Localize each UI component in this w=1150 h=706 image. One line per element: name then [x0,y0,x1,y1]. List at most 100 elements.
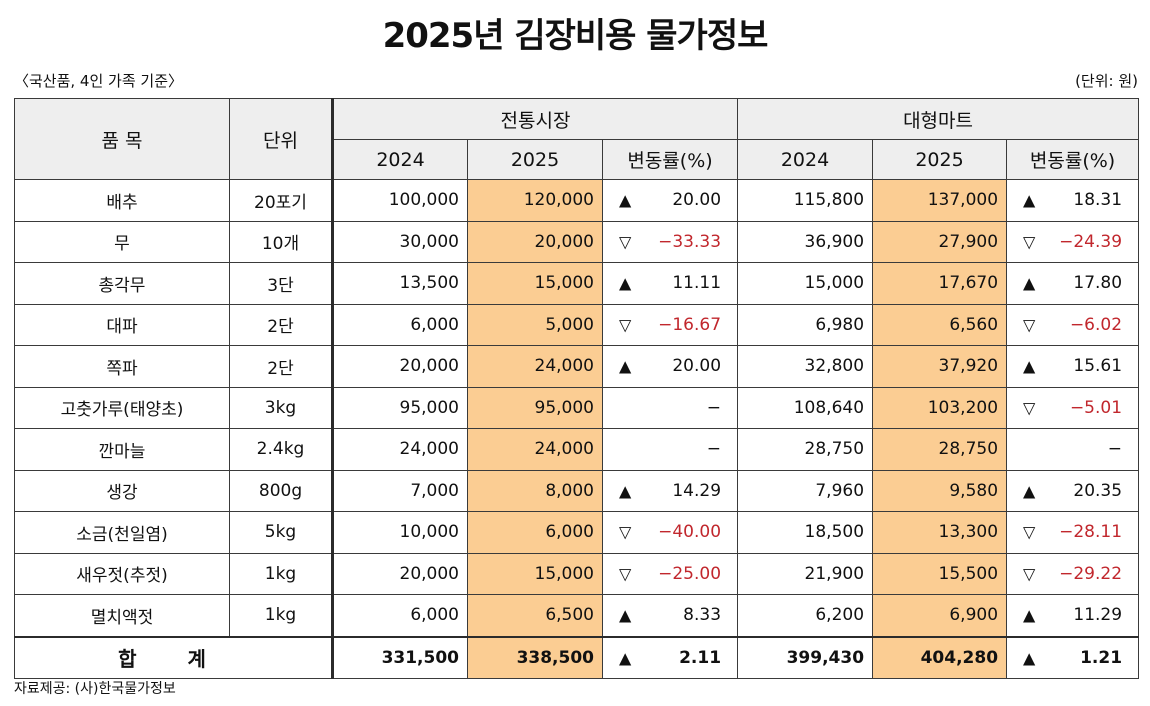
market-change-value: 8.33 [683,605,722,626]
mart-2025: 13,300 [872,511,1008,554]
market-change: ▲ 11.11 [601,262,739,305]
price-table: 품 목 단위 전통시장 대형마트 2024 2025 변동률(%) 2024 2… [14,98,1140,679]
market-change-value: − [706,397,722,418]
table-row: 쪽파 2단 20,000 24,000 ▲ 20.00 32,800 37,920 ▲ 15.61 [14,345,1140,388]
table-row: 무 10개 30,000 20,000 ▽ −33.33 36,900 27,900 ▽ −24.… [14,220,1140,263]
table-row: 고춧가루(태양초) 3kg 95,000 95,000−108,640 103,200 ▽… [14,386,1140,429]
table-row: 새우젓(추젓) 1kg 20,000 15,000 ▽ −25.00 21,900 15,50… [14,552,1140,595]
item-name: 대파 [14,303,230,346]
market-change-value: −16.67 [658,314,722,335]
mart-2025: 37,920 [872,345,1008,388]
market-2024: 6,000 [331,594,468,637]
mart-change: ▲ 20.35 [1006,469,1140,512]
item-name: 새우젓(추젓) [14,552,230,595]
up-triangle-icon: ▲ [619,356,632,376]
up-triangle-icon: ▲ [619,190,632,210]
mart-change: ▲ 17.80 [1006,262,1140,305]
item-name: 깐마늘 [14,428,230,471]
total-mart-2024: 399,430 [737,635,874,679]
mart-change-value: 15.61 [1073,356,1123,377]
mart-change: ▽ −6.02 [1006,303,1140,346]
mart-2025: 27,900 [872,220,1008,263]
market-2025: 24,000 [467,428,603,471]
mart-change-value: −24.39 [1059,231,1123,252]
up-triangle-icon: ▲ [1023,273,1036,293]
market-2024: 10,000 [331,511,468,554]
market-2025: 15,000 [467,262,603,305]
total-mart-change: ▲ 1.21 [1006,635,1140,679]
total-row: 합 계 331,500 338,500 ▲ 2.11 399,430 404,2… [14,635,1140,679]
mart-2024: 6,200 [737,594,874,637]
item-unit: 3단 [229,262,333,305]
header-market-2024: 2024 [331,139,468,180]
market-change: ▲ 20.00 [601,345,739,388]
item-unit: 2.4kg [229,428,333,471]
item-name: 고춧가루(태양초) [14,386,230,429]
mart-2025: 9,580 [872,469,1008,512]
up-triangle-icon: ▲ [1023,356,1036,376]
market-2025: 20,000 [467,220,603,263]
item-unit: 5kg [229,511,333,554]
mart-change-value: 18.31 [1073,190,1123,211]
market-2025: 5,000 [467,303,603,346]
item-unit: 1kg [229,594,333,637]
total-market-2024: 331,500 [331,635,468,679]
mart-2024: 6,980 [737,303,874,346]
market-change: ▽ −16.67 [601,303,739,346]
market-change: ▽ −33.33 [601,220,739,263]
market-2024: 95,000 [331,386,468,429]
market-change-value: 20.00 [672,356,722,377]
market-2025: 6,500 [467,594,603,637]
market-change-value: −40.00 [658,522,722,543]
table-row: 멸치액젓 1kg 6,000 6,500 ▲ 8.33 6,200 6,900 ▲ 11.29 [14,594,1140,637]
mart-change: ▽ −5.01 [1006,386,1140,429]
mart-2024: 18,500 [737,511,874,554]
down-triangle-icon: ▽ [1023,564,1036,584]
header-market-2025: 2025 [467,139,603,180]
total-mart-change-value: 1.21 [1080,647,1123,668]
header-mart: 대형마트 [737,98,1140,140]
up-triangle-icon: ▲ [1023,605,1036,625]
mart-2024: 115,800 [737,179,874,222]
mart-2025: 28,750 [872,428,1008,471]
mart-change-value: −29.22 [1059,563,1123,584]
up-triangle-icon: ▲ [619,648,632,668]
mart-change: ▲ 15.61 [1006,345,1140,388]
mart-change-value: −28.11 [1059,522,1123,543]
market-change: − [601,386,739,429]
up-triangle-icon: ▲ [619,273,632,293]
down-triangle-icon: ▽ [1023,232,1036,252]
mart-change: ▲ 18.31 [1006,179,1140,222]
mart-2025: 17,670 [872,262,1008,305]
mart-2024: 21,900 [737,552,874,595]
market-2024: 20,000 [331,345,468,388]
item-name: 생강 [14,469,230,512]
table-body: 배추 20포기 100,000 120,000 ▲ 20.00 115,800 137,000… [14,179,1140,637]
unit-note: (단위: 원) [1075,72,1138,90]
mart-change-value: 11.29 [1073,605,1123,626]
market-2024: 24,000 [331,428,468,471]
item-unit: 800g [229,469,333,512]
market-2024: 30,000 [331,220,468,263]
mart-change: ▲ 11.29 [1006,594,1140,637]
market-2024: 7,000 [331,469,468,512]
total-market-2025: 338,500 [467,635,603,679]
market-2025: 6,000 [467,511,603,554]
page-title: 2025년 김장비용 물가정보 [382,16,769,56]
market-change-value: −33.33 [658,231,722,252]
total-label: 합 계 [14,635,333,679]
mart-change: − [1006,428,1140,471]
item-name: 소금(천일염) [14,511,230,554]
down-triangle-icon: ▽ [1023,522,1036,542]
item-unit: 3kg [229,386,333,429]
mart-2024: 36,900 [737,220,874,263]
mart-2024: 28,750 [737,428,874,471]
header-mart-change: 변동률(%) [1006,139,1140,180]
mart-2025: 6,560 [872,303,1008,346]
item-unit: 20포기 [229,179,333,222]
item-unit: 1kg [229,552,333,595]
market-2024: 6,000 [331,303,468,346]
up-triangle-icon: ▲ [1023,481,1036,501]
market-change: − [601,428,739,471]
item-name: 배추 [14,179,230,222]
